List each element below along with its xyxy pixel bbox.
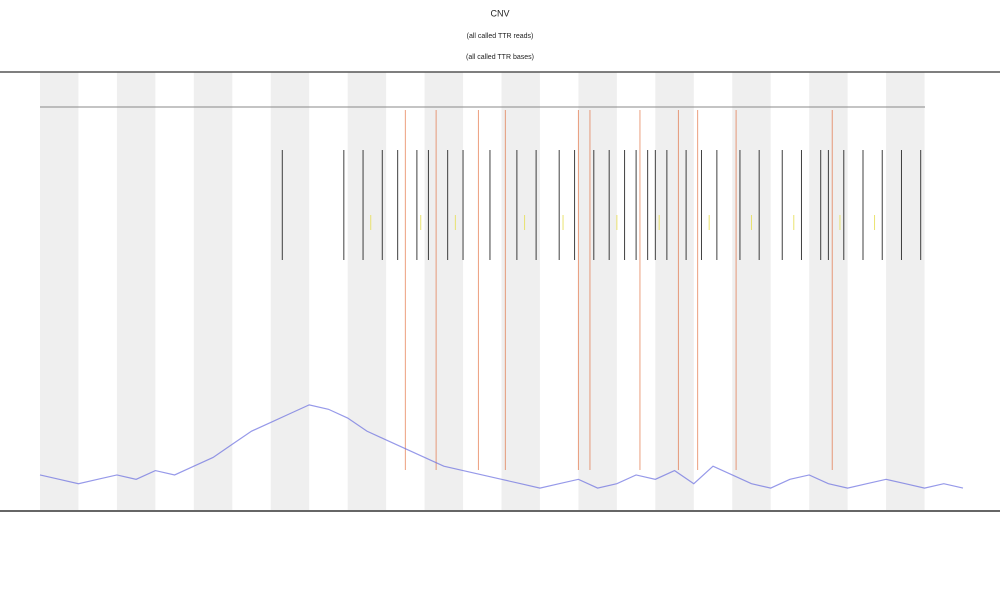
series-line [39,404,964,489]
chart-subtitle: (all called TTR reads) [467,33,534,40]
chart-subtitle: (all called TTR bases) [466,54,534,61]
band [116,72,156,510]
band [578,72,617,510]
band [40,72,79,510]
band [732,72,771,510]
band [270,72,310,510]
band [424,72,464,510]
band [501,72,540,510]
band [809,72,848,510]
band [347,72,387,510]
chart-title: CNV [490,8,509,18]
band [655,72,694,510]
band [193,72,233,510]
band [886,72,925,510]
